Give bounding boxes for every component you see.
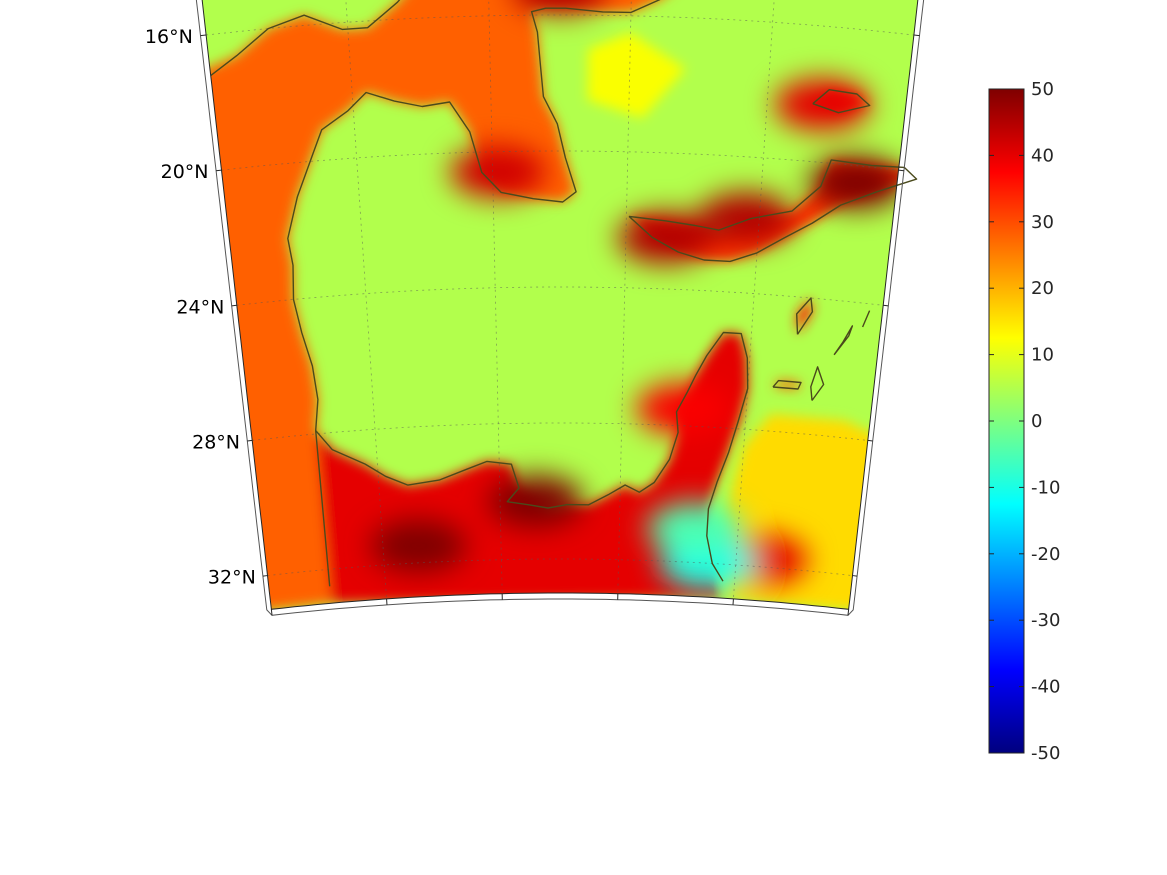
lat-tick: [852, 575, 858, 577]
colorbar-label: 40: [1031, 145, 1054, 166]
lon-tick: [847, 609, 850, 616]
colorbar-label: 10: [1031, 345, 1054, 366]
lat-tick: [883, 304, 889, 307]
colorbar-label: -20: [1031, 544, 1060, 565]
field-anomaly-6: [774, 78, 871, 131]
latitude-tick-labels: 16°N 20°N 24°N 28°N 32°N: [145, 26, 256, 588]
field-anomaly-11: [647, 502, 744, 555]
parallel: [252, 422, 868, 441]
colorbar-label: -50: [1031, 743, 1060, 764]
lat-label: 32°N: [208, 567, 256, 589]
coastline-abaco: [810, 366, 825, 401]
coastline-grandbahama: [772, 379, 802, 390]
coastline-jamaica: [812, 89, 871, 114]
parallel: [221, 150, 899, 171]
coastline: [210, 0, 918, 587]
lat-tick: [262, 575, 268, 577]
lat-label: 24°N: [176, 296, 224, 318]
lat-label: 20°N: [161, 161, 209, 183]
field-anomaly-0: [370, 519, 467, 572]
field-anomaly-1: [488, 475, 584, 528]
parallel: [267, 558, 853, 576]
lon-tick: [270, 609, 273, 616]
lat-tick: [231, 304, 237, 307]
lat-tick: [898, 169, 904, 172]
field-anomaly-5: [450, 146, 546, 198]
colorbar-label: 20: [1031, 278, 1054, 299]
map-frame: [195, 0, 925, 616]
colorbar-label: 50: [1031, 79, 1054, 100]
colorbar-ramp: [988, 88, 1025, 754]
lat-tick: [216, 169, 222, 172]
colorbar-label: -40: [1031, 677, 1060, 698]
coastline-cat: [861, 310, 871, 328]
frame-inner: [201, 0, 919, 610]
colorbar-label: -30: [1031, 610, 1060, 631]
colorbar-label: 0: [1031, 411, 1042, 432]
graticule: [206, 0, 914, 599]
parallel: [206, 14, 914, 36]
coastline-cuba: [628, 159, 918, 263]
caribbean-warm-patch: [587, 32, 686, 119]
colorbar-label: -10: [1031, 477, 1060, 498]
colorbar: 50 40 30 20 10 0 -10 -20 -30 -40 -50: [988, 79, 1060, 764]
field-anomaly-3: [698, 192, 794, 245]
field-anomaly-7: [636, 382, 733, 435]
coastline-eleuthera: [833, 325, 854, 356]
field-anomalies: [370, 0, 905, 590]
land-andros: [796, 298, 813, 335]
field-anomaly-2: [808, 156, 905, 209]
colorbar-ticks: 50 40 30 20 10 0 -10 -20 -30 -40 -50: [989, 79, 1060, 764]
coastline-northGulf: [315, 331, 749, 582]
data-field: [198, 0, 922, 610]
field-base: [198, 0, 922, 610]
lat-tick: [247, 439, 253, 442]
land-mexico-west: [198, 0, 686, 610]
lat-label: 16°N: [145, 26, 193, 48]
coastline-pacific: [210, 0, 401, 77]
coastline-gulf: [287, 0, 661, 587]
lat-tick: [913, 34, 920, 37]
lat-tick: [200, 34, 207, 37]
coastline-andros: [796, 297, 814, 335]
colorbar-label: 30: [1031, 212, 1054, 233]
lat-label: 28°N: [192, 431, 240, 453]
lat-tick: [867, 439, 873, 442]
field-anomaly-4: [512, 0, 608, 14]
